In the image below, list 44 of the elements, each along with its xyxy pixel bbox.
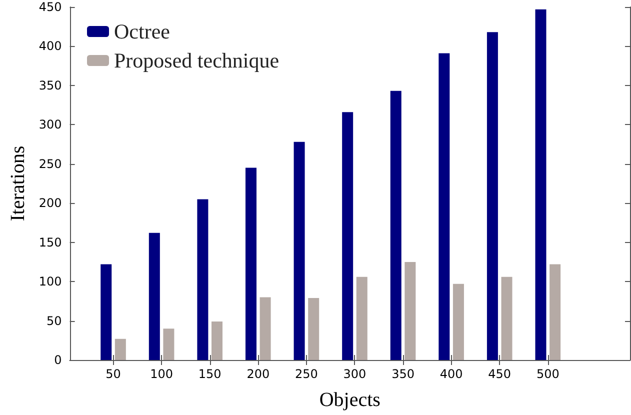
bar [260, 297, 271, 360]
bar [245, 168, 256, 360]
x-tick-label: 250 [294, 367, 318, 381]
x-tick-label: 500 [536, 367, 560, 381]
bar [501, 276, 512, 360]
bar [356, 276, 368, 360]
y-axis-title: Iterations [7, 146, 29, 222]
bar [308, 298, 320, 360]
bar [486, 32, 498, 360]
x-tick-label: 400 [440, 367, 463, 381]
x-tick-label: 450 [488, 367, 512, 381]
y-tick-label: 300 [38, 118, 62, 132]
legend-label: Octree [114, 20, 170, 44]
bar [535, 9, 546, 360]
x-tick-label: 300 [343, 367, 366, 381]
x-tick-label: 50 [106, 367, 121, 381]
bar [100, 264, 112, 360]
y-tick-label: 250 [38, 156, 62, 171]
x-tick-label: 100 [150, 367, 174, 381]
y-tick-label: 150 [38, 235, 62, 250]
y-tick-label: 350 [38, 78, 62, 92]
x-tick-label: 350 [392, 367, 414, 381]
bar [390, 90, 402, 360]
bar [342, 112, 354, 360]
y-tick-label: 450 [38, 0, 62, 14]
bar [452, 284, 464, 360]
x-tick-label: 200 [246, 367, 270, 381]
bar [294, 142, 305, 360]
y-tick-label: 400 [38, 39, 62, 54]
y-tick-label: 100 [38, 274, 62, 289]
bar [114, 338, 126, 360]
bar [212, 322, 223, 360]
y-tick-label: 0 [54, 353, 62, 367]
bar [550, 264, 561, 360]
y-tick-label: 50 [46, 314, 62, 328]
y-tick-label: 200 [38, 196, 62, 210]
bar [404, 262, 416, 360]
bar [148, 232, 160, 360]
x-axis-title: Objects [319, 389, 381, 411]
legend-label: Proposed technique [114, 48, 280, 72]
bar [163, 328, 174, 360]
bar [197, 199, 208, 360]
x-tick-label: 150 [198, 367, 222, 381]
bar [438, 53, 450, 360]
